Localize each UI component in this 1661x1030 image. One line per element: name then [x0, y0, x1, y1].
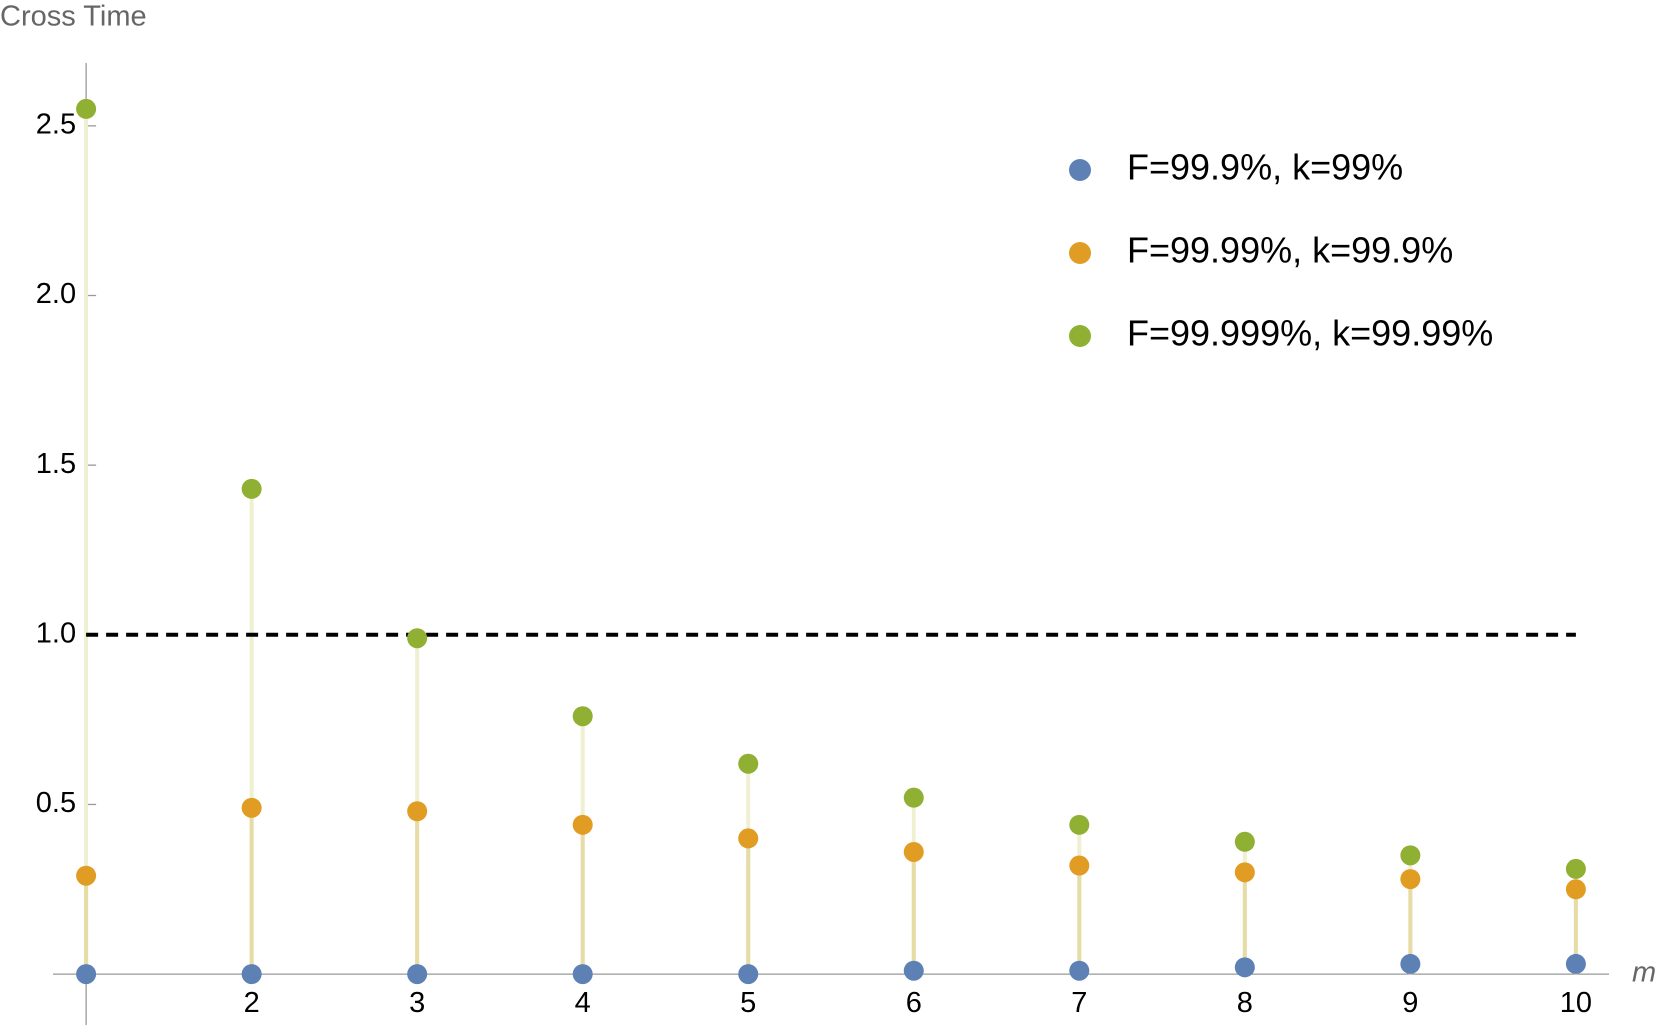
- x-tick-label: 6: [906, 987, 922, 1019]
- point: [1069, 960, 1090, 981]
- y-tick-label: 0.5: [36, 787, 76, 819]
- x-tick-label: 8: [1237, 987, 1253, 1019]
- y-tick-label: 1.5: [36, 448, 76, 480]
- y-axis-label: Cross Time: [0, 1, 147, 33]
- point: [76, 98, 97, 119]
- point: [241, 964, 262, 985]
- point: [738, 964, 759, 985]
- point: [903, 960, 924, 981]
- point: [738, 828, 759, 849]
- point: [1400, 953, 1421, 974]
- legend-label: F=99.999%, k=99.99%: [1127, 313, 1493, 354]
- point: [738, 753, 759, 774]
- point: [1234, 831, 1255, 852]
- legend-marker: [1069, 325, 1091, 347]
- point: [407, 964, 428, 985]
- point: [572, 964, 593, 985]
- point: [241, 478, 262, 499]
- y-tick-label: 2.0: [36, 278, 76, 310]
- point: [407, 628, 428, 649]
- x-tick-label: 5: [740, 987, 756, 1019]
- point: [1565, 858, 1586, 879]
- point: [572, 706, 593, 727]
- point: [903, 841, 924, 862]
- x-axis-label: m: [1632, 957, 1656, 989]
- x-tick-label: 9: [1402, 987, 1418, 1019]
- point: [76, 865, 97, 886]
- point: [903, 787, 924, 808]
- point: [1400, 869, 1421, 890]
- x-tick-label: 2: [244, 987, 260, 1019]
- legend-label: F=99.9%, k=99%: [1127, 147, 1403, 188]
- point: [1069, 855, 1090, 876]
- point: [1565, 879, 1586, 900]
- y-tick-label: 2.5: [36, 109, 76, 141]
- x-tick-label: 10: [1560, 987, 1592, 1019]
- point: [241, 797, 262, 818]
- y-tick-label: 1.0: [36, 617, 76, 649]
- x-tick-label: 4: [575, 987, 591, 1019]
- point: [76, 964, 97, 985]
- point: [1234, 862, 1255, 883]
- legend-marker: [1069, 242, 1091, 264]
- point: [572, 814, 593, 835]
- legend-label: F=99.99%, k=99.9%: [1127, 230, 1453, 271]
- point: [1234, 957, 1255, 978]
- point: [1565, 953, 1586, 974]
- x-tick-label: 3: [409, 987, 425, 1019]
- point: [407, 801, 428, 822]
- point: [1400, 845, 1421, 866]
- legend-marker: [1069, 159, 1091, 181]
- point: [1069, 814, 1090, 835]
- x-tick-label: 7: [1071, 987, 1087, 1019]
